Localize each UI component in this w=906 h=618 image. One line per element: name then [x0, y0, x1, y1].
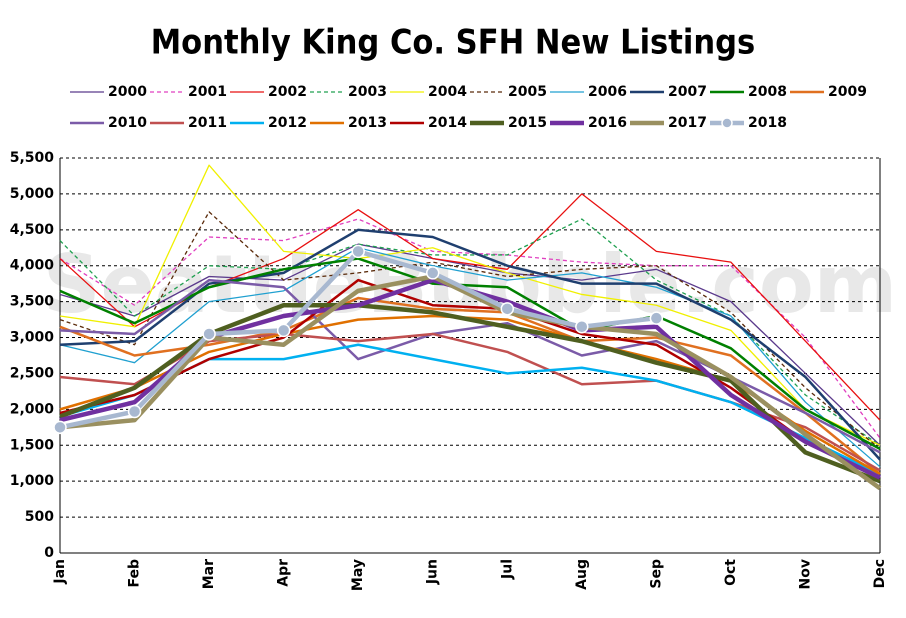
data-point	[53, 420, 67, 435]
x-tick-label: Mar	[201, 559, 217, 589]
y-tick-label: 500	[25, 509, 54, 525]
series-line	[59, 274, 882, 491]
legend-label: 2012	[268, 115, 307, 131]
y-tick-label: 2,000	[10, 401, 55, 417]
x-tick-label: Jul	[499, 559, 515, 580]
legend-label: 2017	[668, 115, 707, 131]
series-line	[59, 218, 881, 439]
series-line	[59, 257, 881, 450]
data-point	[649, 311, 664, 325]
legend-label: 2013	[348, 115, 387, 131]
series-line	[59, 243, 881, 446]
y-tick-label: 0	[44, 545, 54, 561]
legend-label: 2000	[108, 84, 147, 100]
legend-label: 2006	[588, 84, 627, 100]
data-point	[500, 302, 515, 316]
legend-label: 2009	[828, 84, 867, 100]
x-tick-label: May	[350, 559, 366, 591]
series-line	[59, 278, 881, 479]
x-tick-label: Aug	[574, 559, 590, 590]
x-tick-label: Apr	[276, 559, 292, 587]
y-tick-label: 3,000	[10, 330, 55, 346]
legend-marker	[721, 117, 733, 129]
legend-label: 2014	[428, 115, 467, 131]
series-line	[59, 302, 881, 484]
chart-title: Monthly King Co. SFH New Listings	[151, 23, 756, 63]
legend-label: 2007	[668, 84, 707, 100]
data-point	[425, 266, 440, 280]
data-point	[351, 244, 365, 259]
x-tick-label: Dec	[872, 559, 888, 588]
x-tick-label: Oct	[723, 559, 739, 586]
x-tick-label: Jan	[52, 559, 68, 585]
x-tick-label: Sep	[648, 559, 664, 589]
legend-label: 2011	[188, 115, 227, 131]
x-tick-label: Nov	[797, 559, 813, 589]
legend-label: 2008	[748, 84, 787, 100]
legend-label: 2010	[108, 115, 147, 131]
y-tick-label: 5,500	[10, 150, 55, 166]
y-tick-label: 4,000	[10, 258, 55, 274]
data-point	[575, 320, 589, 334]
legend-label: 2003	[348, 84, 387, 100]
legend-label: 2005	[508, 84, 547, 100]
y-tick-label: 3,500	[10, 294, 55, 310]
y-tick-label: 1,000	[10, 473, 55, 489]
series-line	[59, 278, 881, 454]
x-tick-label: Feb	[127, 559, 143, 588]
legend-label: 2018	[748, 115, 787, 131]
y-tick-label: 5,000	[10, 186, 55, 202]
series-line	[59, 164, 881, 446]
data-point	[202, 327, 216, 341]
y-tick-label: 2,500	[10, 365, 55, 381]
legend-label: 2015	[508, 115, 547, 131]
series-line	[59, 211, 881, 450]
y-tick-label: 4,500	[10, 222, 55, 238]
x-tick-label: Jun	[425, 559, 441, 585]
legend-label: 2001	[188, 84, 227, 100]
legend-label: 2002	[268, 84, 307, 100]
legend-label: 2016	[588, 115, 627, 131]
legend-label: 2004	[428, 84, 467, 100]
data-point	[127, 404, 142, 419]
data-point	[276, 323, 291, 338]
y-tick-label: 1,500	[10, 437, 55, 453]
